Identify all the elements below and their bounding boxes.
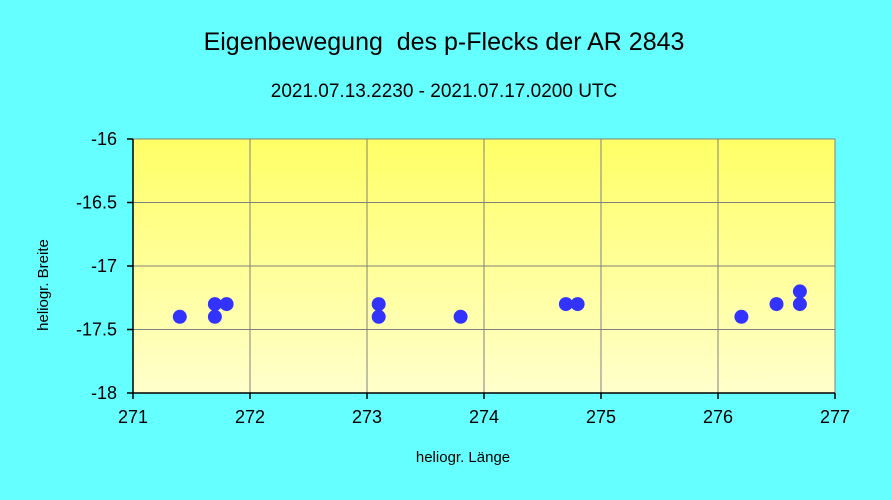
x-tick-label: 275: [586, 407, 616, 427]
x-tick-label: 273: [352, 407, 382, 427]
x-tick-label: 271: [118, 407, 148, 427]
y-axis-label: heliogr. Breite: [35, 239, 52, 331]
axes: [127, 138, 836, 399]
chart-title: Eigenbewegung des p-Flecks der AR 2843: [204, 28, 685, 56]
x-tick-label: 274: [469, 407, 499, 427]
x-tick-label: 276: [703, 407, 733, 427]
data-point: [792, 284, 807, 299]
tick-labels: 271 272 273 274 275 276 277 -16 -16.5 -17 -17.5 -18: [76, 129, 850, 427]
data-point: [792, 297, 807, 312]
y-tick-label: -16: [91, 129, 117, 149]
data-point: [570, 297, 585, 312]
data-point: [734, 309, 749, 324]
data-point: [219, 297, 234, 312]
x-tick-label: 277: [820, 407, 850, 427]
y-tick-label: -16.5: [76, 193, 117, 213]
data-point: [453, 309, 468, 324]
data-point: [172, 309, 187, 324]
data-point: [207, 297, 222, 312]
chart-subtitle: 2021.07.13.2230 - 2021.07.17.0200 UTC: [271, 81, 618, 102]
data-point: [769, 297, 784, 312]
data-point: [371, 297, 386, 312]
y-tick-label: -17: [91, 256, 117, 276]
y-tick-label: -18: [91, 383, 117, 403]
data-point: [207, 309, 222, 324]
y-tick-label: -17.5: [76, 320, 117, 340]
x-tick-label: 272: [235, 407, 265, 427]
data-point: [558, 297, 573, 312]
x-axis-label: heliogr. Länge: [416, 449, 510, 466]
data-points: [172, 284, 807, 324]
data-point: [371, 309, 386, 324]
